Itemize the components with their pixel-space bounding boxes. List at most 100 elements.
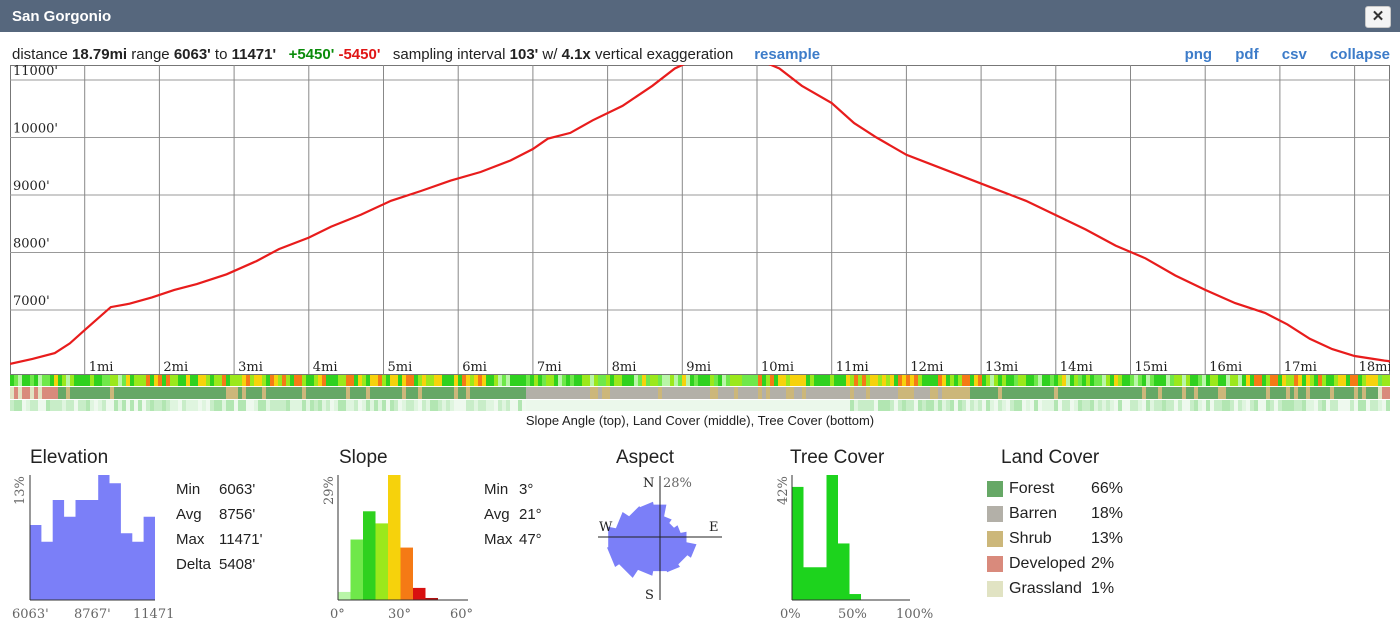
tree-cover-strip-segment xyxy=(354,400,358,411)
slope-strip-segment xyxy=(678,375,682,386)
tree-cover-strip-segment xyxy=(298,400,302,411)
land-cover-strip-segment xyxy=(722,387,726,399)
stat-key: Avg xyxy=(176,506,202,523)
slope-strip-segment xyxy=(1190,375,1194,386)
tree-cover-strip-segment xyxy=(254,400,258,411)
land-cover-strip-segment xyxy=(58,387,62,399)
land-cover-strip-segment xyxy=(942,387,946,399)
slope-strip-segment xyxy=(1050,375,1054,386)
tree-cover-strip-segment xyxy=(718,400,722,411)
land-cover-label: Barren xyxy=(1009,505,1058,522)
tree-cover-strip-segment xyxy=(498,400,502,411)
land-cover-strip-segment xyxy=(1202,387,1206,399)
slope-strip-segment xyxy=(298,375,302,386)
slope-strip-segment xyxy=(42,375,46,386)
tree-cover-strip-segment xyxy=(654,400,658,411)
slope-strip-segment xyxy=(574,375,578,386)
tree-cover-strip-segment xyxy=(774,400,778,411)
pdf-link[interactable]: pdf xyxy=(1235,46,1259,63)
slope-strip-segment xyxy=(1034,375,1038,386)
land-cover-strip-segment xyxy=(78,387,82,399)
land-cover-strip-segment xyxy=(630,387,634,399)
land-cover-strip-segment xyxy=(1046,387,1050,399)
tree-cover-strip-segment xyxy=(158,400,162,411)
tree-cover-strip-segment xyxy=(1046,400,1050,411)
land-cover-strip-segment xyxy=(650,387,654,399)
slope-strip-segment xyxy=(26,375,30,386)
slope-strip-segment xyxy=(86,375,90,386)
land-cover-strip-segment xyxy=(1354,387,1358,399)
slope-strip-segment xyxy=(746,375,750,386)
tree-cover-strip-segment xyxy=(166,400,170,411)
land-cover-strip-segment xyxy=(54,387,58,399)
land-cover-strip-segment xyxy=(1018,387,1022,399)
tree-cover-strip-segment xyxy=(102,400,106,411)
tree-cover-strip-segment xyxy=(134,400,138,411)
land-cover-strip-segment xyxy=(962,387,966,399)
slope-strip-segment xyxy=(682,375,686,386)
land-cover-swatch xyxy=(987,556,1003,572)
slope-strip-segment xyxy=(354,375,358,386)
land-cover-strip-segment xyxy=(758,387,762,399)
csv-link[interactable]: csv xyxy=(1281,46,1307,63)
slope-strip-segment xyxy=(758,375,762,386)
land-cover-strip-segment xyxy=(1326,387,1330,399)
slope-strip-segment xyxy=(1082,375,1086,386)
land-cover-strip-segment xyxy=(838,387,842,399)
land-cover-strip-segment xyxy=(646,387,650,399)
land-cover-strip-segment xyxy=(214,387,218,399)
slope-strip-segment xyxy=(302,375,306,386)
tree-cover-strip-segment xyxy=(494,400,498,411)
tree-cover-strip-segment xyxy=(42,400,46,411)
tree-cover-strip-segment xyxy=(1202,400,1206,411)
tree-cover-strip-segment xyxy=(1138,400,1142,411)
land-cover-strip-segment xyxy=(678,387,682,399)
land-cover-strip-segment xyxy=(1082,387,1086,399)
tree-cover-strip-segment xyxy=(1230,400,1234,411)
land-cover-strip-segment xyxy=(46,387,50,399)
slope-strip-segment xyxy=(418,375,422,386)
slope-strip-segment xyxy=(714,375,718,386)
tree-cover-strip-segment xyxy=(1194,400,1198,411)
tree-cover-strip-segment xyxy=(894,400,898,411)
land-cover-strip-segment xyxy=(206,387,210,399)
tree-cover-strip-segment xyxy=(1162,400,1166,411)
land-cover-swatch xyxy=(987,531,1003,547)
tree-cover-y-label: 42% xyxy=(776,476,791,505)
land-cover-strip-segment xyxy=(1214,387,1218,399)
collapse-link[interactable]: collapse xyxy=(1329,46,1390,63)
png-link[interactable]: png xyxy=(1184,46,1213,63)
elevation-profile-line xyxy=(10,65,1390,365)
slope-strip-segment xyxy=(310,375,314,386)
land-cover-swatch xyxy=(987,481,1003,497)
land-cover-strip-segment xyxy=(1174,387,1178,399)
slope-strip-segment xyxy=(162,375,166,386)
slope-strip-segment xyxy=(458,375,462,386)
tree-cover-strip-segment xyxy=(522,400,526,411)
land-cover-strip-segment xyxy=(126,387,130,399)
land-cover-strip-segment xyxy=(226,387,230,399)
slope-strip-segment xyxy=(986,375,990,386)
land-cover-strip-segment xyxy=(610,387,614,399)
slope-strip-segment xyxy=(794,375,798,386)
land-cover-strip-segment xyxy=(262,387,266,399)
land-cover-strip-segment xyxy=(1242,387,1246,399)
slope-strip-segment xyxy=(442,375,446,386)
resample-link[interactable]: resample xyxy=(754,46,821,63)
tree-cover-strip-segment xyxy=(1358,400,1362,411)
slope-stat-row: Min 3° xyxy=(484,481,533,498)
tree-cover-strip-segment xyxy=(846,400,850,411)
land-cover-strip-segment xyxy=(1314,387,1318,399)
slope-strip-segment xyxy=(110,375,114,386)
slope-strip-segment xyxy=(462,375,466,386)
tree-cover-strip-segment xyxy=(174,400,178,411)
elevation-profile-chart[interactable]: 11000' 10000' 9000' 8000' 7000' 1mi 2mi 3mi 4mi 5… xyxy=(10,65,1390,412)
land-cover-strip-segment xyxy=(982,387,986,399)
land-cover-strip-segment xyxy=(682,387,686,399)
tree-cover-strip-segment xyxy=(318,400,322,411)
close-button[interactable]: ✕ xyxy=(1365,6,1391,28)
slope-strip-segment xyxy=(598,375,602,386)
tree-cover-strip-segment xyxy=(858,400,862,411)
land-cover-strip-segment xyxy=(1310,387,1314,399)
tree-cover-strip-segment xyxy=(926,400,930,411)
